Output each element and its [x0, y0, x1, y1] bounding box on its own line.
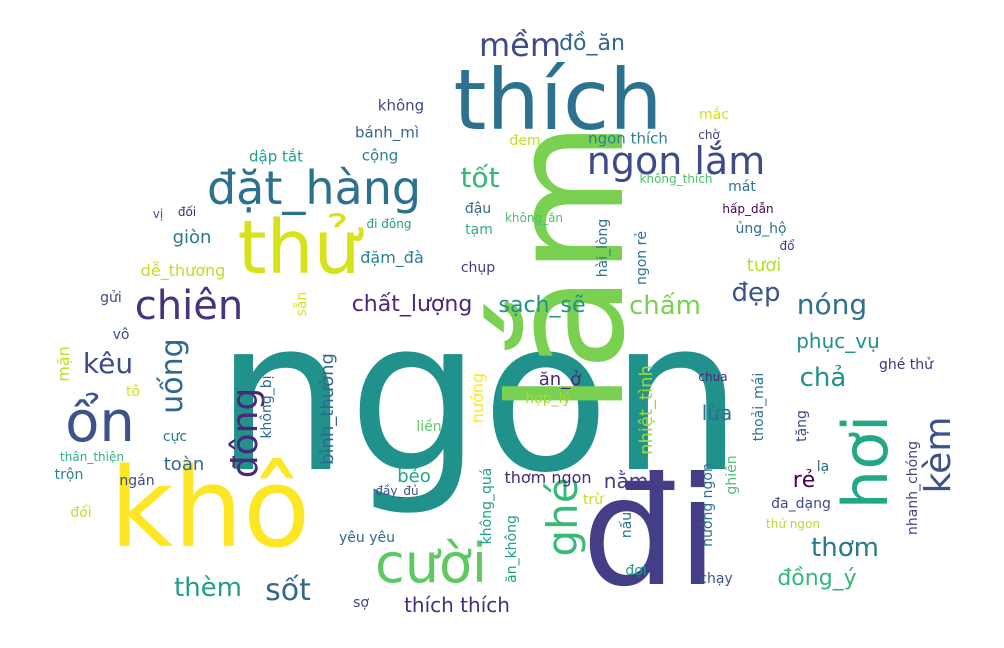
word-61: tạm	[465, 222, 493, 238]
word-3: khô	[109, 444, 311, 572]
word-59: đổ	[779, 239, 795, 253]
word-21: uống	[155, 338, 190, 414]
word-96: ăn_không	[504, 515, 520, 583]
word-84: ghiền	[724, 455, 740, 495]
word-62: không_ăn	[504, 211, 564, 225]
word-37: ăn_ở	[538, 369, 582, 390]
word-44: đặm_đà	[360, 248, 424, 267]
word-19: đẹp	[731, 278, 781, 308]
word-86: thân_thiện	[60, 450, 124, 464]
word-93: thử ngon	[766, 517, 820, 531]
word-58: ủng_hộ	[735, 221, 787, 237]
word-11: ngon lắm	[586, 139, 766, 183]
word-99: sợ	[353, 595, 369, 611]
word-80: tặng	[794, 410, 810, 442]
word-26: thèm	[174, 573, 242, 603]
word-28: chả	[799, 363, 847, 393]
word-17: tốt	[460, 161, 500, 194]
word-32: phục_vụ	[796, 329, 880, 353]
word-20: chấm	[628, 291, 702, 321]
word-5: thử	[237, 205, 361, 291]
word-45: dễ_thương	[140, 261, 226, 280]
word-7: cười	[375, 532, 487, 595]
word-38: béo	[397, 466, 431, 487]
word-92: nấu	[619, 511, 635, 539]
word-51: đem	[509, 133, 541, 149]
word-9: ổn	[65, 390, 135, 455]
word-74: cực	[162, 429, 188, 445]
word-81: nhanh_chóng	[905, 441, 921, 535]
word-64: ngon rẻ	[634, 230, 650, 286]
word-41: bình_thường	[317, 353, 338, 465]
word-29: rẻ	[792, 468, 816, 493]
word-70: sẵn	[294, 291, 310, 317]
word-18: nóng	[796, 288, 868, 321]
word-90: trừ	[582, 492, 604, 508]
word-63: hài_lòng	[595, 218, 611, 278]
word-73: không_bị	[259, 375, 275, 439]
word-46: mặn	[54, 346, 73, 382]
word-2: đi	[581, 446, 719, 620]
word-82: lạ	[816, 459, 830, 475]
word-91: nướng ngon	[700, 463, 716, 547]
word-34: toàn	[163, 454, 205, 475]
word-76: hợp_lý	[525, 391, 571, 407]
word-33: nằm	[603, 469, 649, 493]
word-88: ngán	[119, 473, 155, 489]
word-89: đầy_đủ	[375, 484, 419, 498]
word-16: đồ_ăn	[559, 31, 625, 56]
word-98: chạy	[699, 571, 733, 587]
word-6: hơi	[829, 414, 902, 510]
word-66: đi đông	[366, 217, 412, 231]
word-22: kêu	[82, 347, 134, 380]
word-24: chất_lượng	[351, 292, 473, 317]
word-68: đối	[177, 205, 197, 219]
word-48: bánh_mì	[354, 123, 420, 142]
word-49: cộng	[361, 146, 399, 165]
word-52: ngon thích	[588, 129, 668, 148]
word-31: thích thích	[404, 593, 510, 617]
word-14: kèm	[918, 416, 959, 494]
word-35: tươi	[746, 255, 782, 276]
word-77: ghé thử	[878, 357, 934, 373]
word-87: trộn	[54, 467, 84, 483]
word-75: liền	[416, 419, 442, 435]
word-67: vị	[152, 207, 164, 221]
word-56: mát	[728, 179, 756, 195]
word-42: nhiệt_tình	[636, 365, 657, 455]
word-25: sốt	[265, 573, 311, 608]
word-79: thoải_mái	[751, 372, 767, 442]
word-50: dập tắt	[249, 147, 303, 166]
word-85: đa_dạng	[771, 496, 831, 512]
word-78: chua	[698, 370, 728, 384]
word-15: mềm	[478, 26, 562, 64]
word-43: nướng	[468, 372, 487, 424]
word-94: đổi	[70, 505, 92, 521]
word-72: tô	[125, 384, 141, 400]
word-30: đồng_ý	[777, 566, 857, 591]
word-4: thích	[453, 51, 663, 149]
word-0: ngon	[215, 274, 743, 519]
word-47: không	[377, 96, 425, 115]
word-65: chụp	[460, 260, 496, 276]
word-8: ghé	[538, 477, 587, 557]
word-23: sạch_sẽ	[498, 293, 586, 318]
word-69: gửi	[100, 290, 122, 306]
word-97: đợi	[625, 563, 647, 579]
word-54: chờ	[698, 128, 720, 142]
word-10: đặt_hàng	[206, 161, 422, 215]
word-27: thơm	[811, 533, 879, 563]
word-36: lừa	[701, 401, 733, 425]
word-71: vô	[112, 327, 130, 343]
word-95: yêu yêu	[339, 530, 395, 546]
word-39: thơm ngon	[504, 468, 592, 487]
word-55: không_thích	[639, 172, 713, 186]
word-53: mắc	[699, 107, 729, 123]
word-60: đậu	[464, 201, 492, 217]
word-12: chiên	[134, 283, 244, 329]
word-57: hấp_dẫn	[722, 202, 774, 216]
word-40: giòn	[172, 227, 212, 248]
word-83: không_quá	[479, 467, 495, 545]
